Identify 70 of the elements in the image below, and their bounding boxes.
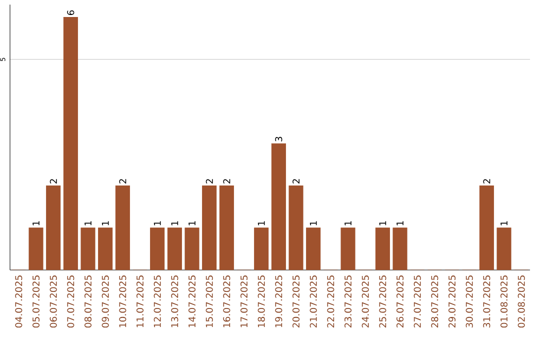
x-tick-label: 23.07.2025 <box>344 276 352 328</box>
bar <box>306 228 321 270</box>
data-label: 6 <box>67 10 74 16</box>
x-tick-label: 01.08.2025 <box>500 276 508 328</box>
data-label: 2 <box>483 179 490 184</box>
data-label: 1 <box>379 221 386 226</box>
data-label: 2 <box>119 179 126 184</box>
data-label: 2 <box>50 179 57 184</box>
x-tick-label: 09.07.2025 <box>102 276 109 328</box>
x-tick-label: 13.07.2025 <box>171 276 178 328</box>
x-tick-label: 17.07.2025 <box>240 276 248 328</box>
x-tick-label: 06.07.2025 <box>50 276 57 328</box>
bar <box>80 228 96 270</box>
bar <box>150 228 165 270</box>
data-label: 1 <box>310 221 317 226</box>
data-label: 1 <box>102 221 109 226</box>
x-tick-label: 22.07.2025 <box>327 276 334 328</box>
data-label: 1 <box>171 221 178 226</box>
bar <box>340 228 356 270</box>
x-tick-label: 24.07.2025 <box>362 276 369 328</box>
data-label: 2 <box>292 179 300 184</box>
x-tick-label: 11.07.2025 <box>136 276 144 328</box>
bar <box>167 228 182 270</box>
x-tick-label: 26.07.2025 <box>396 276 404 328</box>
data-label: 1 <box>32 221 40 226</box>
bar <box>271 143 286 270</box>
x-tick-label: 25.07.2025 <box>379 276 386 328</box>
data-label: 2 <box>223 179 230 184</box>
bar <box>479 186 494 270</box>
x-tick-label: 27.07.2025 <box>414 276 421 328</box>
data-label: 1 <box>500 221 508 226</box>
x-tick-label: 20.07.2025 <box>292 276 300 328</box>
bar <box>28 228 44 270</box>
data-label: 1 <box>188 221 196 226</box>
x-tick-label: 18.07.2025 <box>258 276 265 328</box>
bar <box>496 228 512 270</box>
x-tick-label: 15.07.2025 <box>206 276 213 328</box>
x-tick-label: 31.07.2025 <box>483 276 490 328</box>
data-label: 2 <box>206 179 213 184</box>
x-tick-label: 14.07.2025 <box>188 276 196 328</box>
bar <box>254 228 269 270</box>
data-label: 1 <box>344 221 352 226</box>
x-tick-label: 21.07.2025 <box>310 276 317 328</box>
bar <box>63 17 78 270</box>
bar <box>46 186 61 270</box>
x-tick-label: 07.07.2025 <box>67 276 74 328</box>
bar <box>392 228 408 270</box>
x-tick-label: 12.07.2025 <box>154 276 161 328</box>
bar <box>288 186 304 270</box>
data-label: 3 <box>275 136 282 142</box>
bar <box>184 228 200 270</box>
data-label: 1 <box>84 221 92 226</box>
bar <box>115 186 130 270</box>
bar <box>202 186 217 270</box>
x-tick-label: 30.07.2025 <box>466 276 473 328</box>
x-tick-label: 08.07.2025 <box>84 276 92 328</box>
x-tick-label: 04.07.2025 <box>15 276 22 328</box>
data-label: 1 <box>154 221 161 226</box>
x-tick-label: 16.07.2025 <box>223 276 230 328</box>
bar <box>375 228 390 270</box>
data-label: 1 <box>396 221 404 226</box>
x-tick-label: 29.07.2025 <box>448 276 456 328</box>
x-tick-label: 02.08.2025 <box>518 276 525 328</box>
x-tick-label: 05.07.2025 <box>32 276 40 328</box>
x-tick-label: 19.07.2025 <box>275 276 282 328</box>
data-label: 1 <box>258 221 265 226</box>
x-tick-label: 10.07.2025 <box>119 276 126 328</box>
x-tick-label: 28.07.2025 <box>431 276 438 328</box>
bar <box>219 186 234 270</box>
bar <box>98 228 113 270</box>
